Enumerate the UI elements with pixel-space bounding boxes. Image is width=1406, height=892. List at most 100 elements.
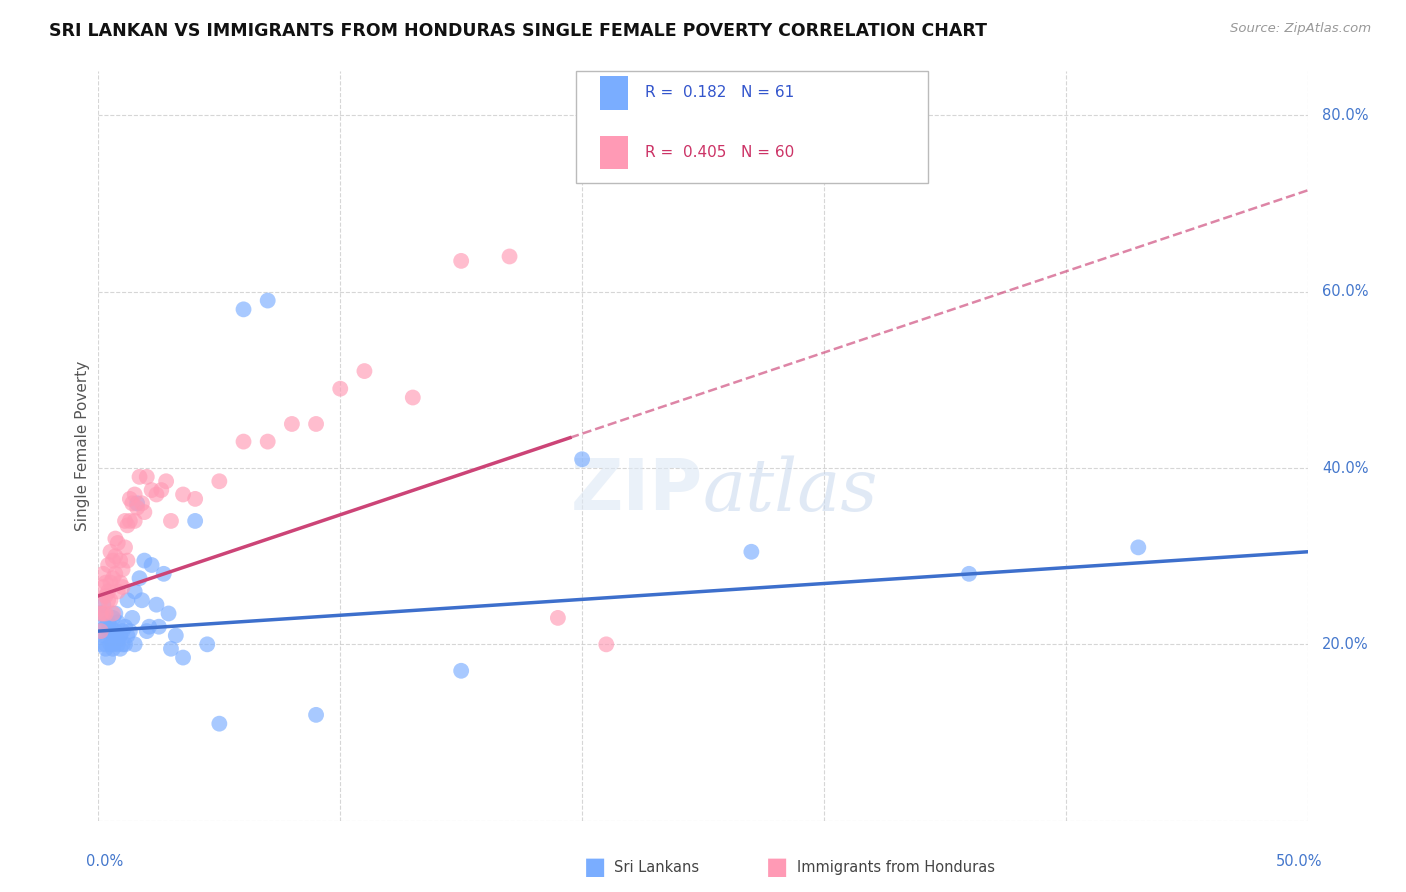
Point	[90, 607, 112, 621]
Point	[91, 598, 114, 612]
Point	[97, 593, 120, 607]
Point	[141, 483, 163, 497]
Point	[281, 417, 304, 431]
Point	[114, 637, 136, 651]
Point	[107, 584, 129, 599]
Point	[450, 253, 472, 268]
Point	[450, 664, 472, 678]
Point	[108, 575, 131, 590]
Point	[131, 593, 153, 607]
Text: 20.0%: 20.0%	[1322, 637, 1368, 652]
Point	[134, 553, 156, 567]
Point	[127, 500, 149, 515]
Point	[141, 558, 163, 572]
Text: atlas: atlas	[703, 456, 879, 526]
Y-axis label: Single Female Poverty: Single Female Poverty	[75, 361, 90, 531]
Point	[100, 620, 122, 634]
Point	[127, 496, 149, 510]
Text: R =  0.182   N = 61: R = 0.182 N = 61	[645, 86, 794, 100]
Point	[101, 571, 124, 585]
Point	[232, 302, 254, 317]
Point	[91, 611, 114, 625]
Point	[571, 452, 593, 467]
Point	[111, 624, 134, 639]
Text: ■: ■	[583, 855, 606, 879]
Point	[124, 584, 146, 599]
Text: 50.0%: 50.0%	[1275, 855, 1322, 870]
Text: ■: ■	[766, 855, 789, 879]
Point	[165, 628, 187, 642]
Point	[150, 483, 173, 497]
Point	[305, 417, 328, 431]
Point	[1128, 541, 1150, 555]
Point	[160, 514, 183, 528]
Point	[135, 624, 157, 639]
Point	[957, 566, 980, 581]
Point	[118, 624, 141, 639]
Point	[124, 514, 146, 528]
Point	[208, 475, 231, 489]
Point	[104, 532, 127, 546]
Point	[135, 470, 157, 484]
Text: 0.0%: 0.0%	[86, 855, 124, 870]
Text: 40.0%: 40.0%	[1322, 460, 1368, 475]
Point	[353, 364, 375, 378]
Point	[97, 650, 120, 665]
Point	[104, 628, 127, 642]
Point	[121, 496, 143, 510]
Point	[100, 593, 122, 607]
Point	[172, 487, 194, 501]
Point	[101, 611, 124, 625]
Point	[595, 637, 617, 651]
Point	[117, 628, 139, 642]
Point	[256, 293, 278, 308]
Point	[117, 593, 139, 607]
Text: ZIP: ZIP	[571, 457, 703, 525]
Text: Sri Lankans: Sri Lankans	[614, 860, 700, 874]
Text: Immigrants from Honduras: Immigrants from Honduras	[797, 860, 995, 874]
Point	[94, 575, 117, 590]
Point	[104, 566, 127, 581]
Point	[111, 580, 134, 594]
Point	[91, 628, 114, 642]
Point	[100, 624, 122, 639]
Point	[91, 607, 114, 621]
Point	[232, 434, 254, 449]
Point	[117, 518, 139, 533]
Point	[100, 637, 122, 651]
Point	[100, 545, 122, 559]
Point	[208, 716, 231, 731]
Point	[107, 536, 129, 550]
Point	[138, 620, 160, 634]
Point	[111, 562, 134, 576]
Text: R =  0.405   N = 60: R = 0.405 N = 60	[645, 145, 794, 160]
Point	[152, 566, 174, 581]
Point	[90, 607, 112, 621]
Point	[90, 593, 112, 607]
Point	[101, 607, 124, 621]
Text: 60.0%: 60.0%	[1322, 285, 1368, 299]
Point	[157, 607, 180, 621]
Point	[172, 650, 194, 665]
Point	[128, 571, 150, 585]
Point	[114, 541, 136, 555]
Point	[118, 514, 141, 528]
Point	[131, 496, 153, 510]
Point	[90, 624, 112, 639]
Point	[107, 632, 129, 647]
Point	[94, 641, 117, 656]
Point	[145, 598, 167, 612]
Text: Source: ZipAtlas.com: Source: ZipAtlas.com	[1230, 22, 1371, 36]
Point	[111, 637, 134, 651]
Point	[101, 553, 124, 567]
Point	[90, 637, 112, 651]
Point	[104, 549, 127, 564]
Point	[498, 250, 520, 264]
Point	[547, 611, 569, 625]
Point	[101, 641, 124, 656]
Point	[91, 566, 114, 581]
Point	[94, 607, 117, 621]
Point	[128, 470, 150, 484]
Point	[184, 491, 207, 506]
Point	[114, 620, 136, 634]
